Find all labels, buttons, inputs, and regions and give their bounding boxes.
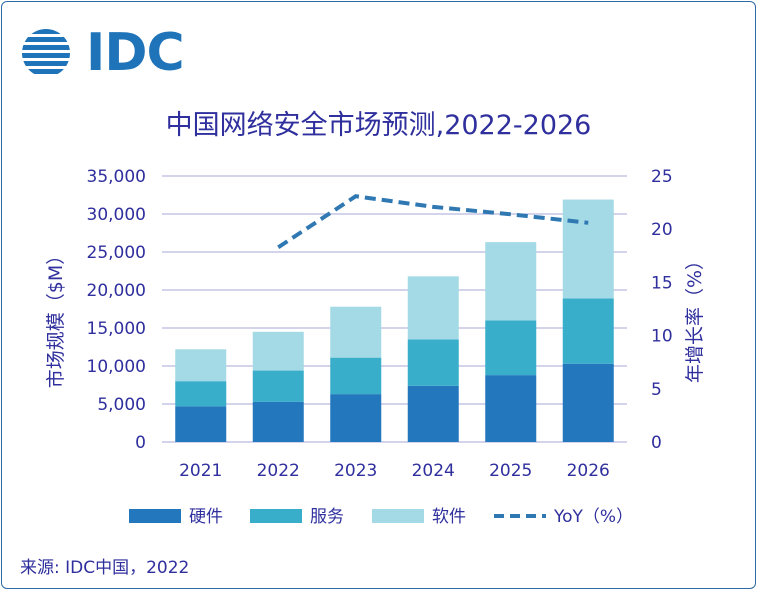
bar-services [175, 381, 227, 407]
legend-hardware-swatch [129, 509, 181, 523]
y2-tick-label: 20 [651, 220, 673, 240]
legend-services-swatch [250, 509, 302, 523]
bar-hardware [562, 363, 614, 442]
yoy-line [277, 194, 589, 249]
chart-title: 中国网络安全市场预测,2022-2026 [165, 110, 592, 141]
x-tick-label: 2025 [489, 461, 532, 481]
y-tick-label: 5,000 [97, 395, 146, 415]
y-tick-label: 20,000 [87, 281, 146, 301]
bar-software [175, 349, 227, 382]
bar-hardware [330, 394, 382, 442]
y-tick-label: 15,000 [87, 319, 146, 339]
bar-services [562, 298, 614, 364]
y-tick-label: 35,000 [87, 167, 146, 187]
bar-services [252, 370, 304, 402]
y-tick-label: 10,000 [87, 357, 146, 377]
bar-services [330, 357, 382, 395]
x-tick-label: 2021 [179, 461, 222, 481]
legend-software-swatch [372, 509, 424, 523]
bar-services [407, 339, 459, 386]
legend-services-label: 服务 [310, 507, 344, 527]
legend-yoy-label: YoY（%） [553, 507, 633, 527]
x-tick-label: 2023 [334, 461, 377, 481]
bar-hardware [485, 375, 537, 442]
idc-logo: IDC [20, 24, 185, 82]
y2-tick-label: 5 [651, 380, 662, 400]
y-axis-title: 市场规模（$M） [45, 246, 67, 388]
y-tick-label: 25,000 [87, 243, 146, 263]
bar-software [485, 242, 537, 321]
y-tick-label: 30,000 [87, 205, 146, 225]
y-tick-label: 0 [135, 433, 146, 453]
legend-software-label: 软件 [432, 507, 466, 527]
bar-software [407, 276, 459, 340]
y2-axis-title: 年增长率（%） [684, 251, 706, 383]
x-tick-label: 2022 [257, 461, 300, 481]
bar-hardware [175, 406, 227, 442]
bar-hardware [252, 401, 304, 442]
idc-globe-icon [22, 29, 70, 74]
bar-software [252, 331, 304, 371]
bar-software [330, 306, 382, 358]
y2-tick-label: 0 [651, 433, 662, 453]
y2-tick-label: 15 [651, 273, 673, 293]
bar-hardware [407, 385, 459, 442]
idc-logo-text: IDC [86, 23, 185, 83]
y2-tick-label: 25 [651, 167, 673, 187]
bar-software [562, 199, 614, 299]
x-tick-label: 2024 [412, 461, 455, 481]
x-tick-label: 2026 [567, 461, 610, 481]
bar-services [485, 320, 537, 376]
legend-hardware-label: 硬件 [189, 507, 223, 527]
source-note: 来源: IDC中国，2022 [20, 558, 190, 578]
y2-tick-label: 10 [651, 327, 673, 347]
